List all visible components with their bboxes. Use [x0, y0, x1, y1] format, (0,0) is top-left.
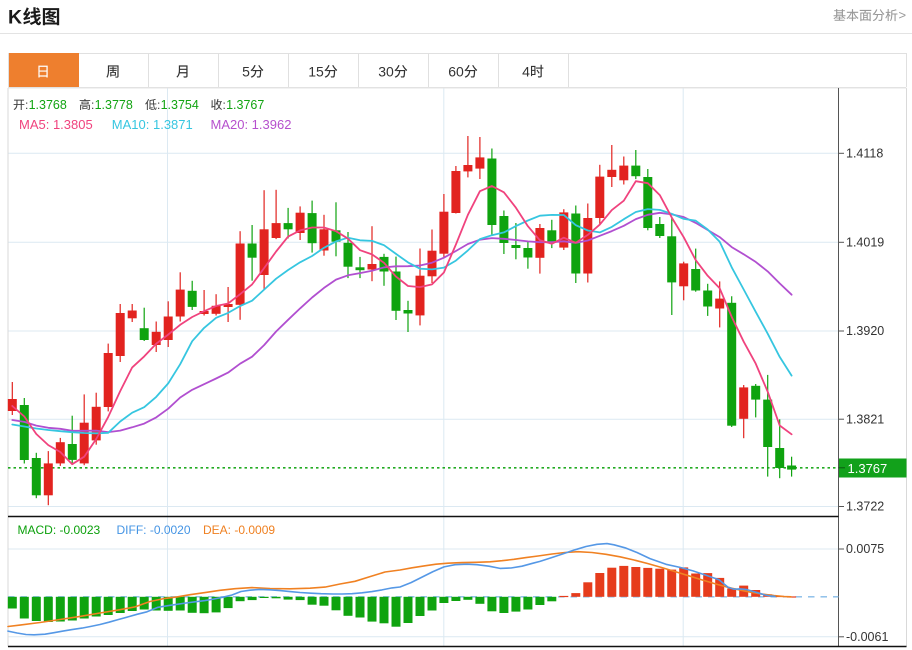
svg-text::: : — [157, 98, 160, 112]
svg-text:0.0075: 0.0075 — [846, 542, 884, 556]
svg-text::: : — [223, 98, 226, 112]
svg-text:1.3722: 1.3722 — [846, 500, 884, 514]
svg-text:1.3920: 1.3920 — [846, 324, 884, 338]
svg-text:30: 30 — [378, 64, 394, 80]
svg-text:K: K — [8, 7, 22, 29]
svg-text:1.3754: 1.3754 — [161, 98, 199, 112]
svg-text::: : — [91, 98, 94, 112]
svg-text:4: 4 — [522, 64, 530, 80]
svg-text:1.3778: 1.3778 — [95, 98, 133, 112]
svg-text:-0.0061: -0.0061 — [846, 630, 888, 644]
svg-text:1.4019: 1.4019 — [846, 236, 884, 250]
svg-text:60: 60 — [448, 64, 464, 80]
svg-text:1.3767: 1.3767 — [848, 461, 888, 476]
svg-text:1.3821: 1.3821 — [846, 412, 884, 426]
svg-text:1.4118: 1.4118 — [846, 147, 883, 161]
svg-text:1.3768: 1.3768 — [29, 98, 67, 112]
svg-text:>: > — [899, 8, 907, 23]
svg-text:5: 5 — [242, 64, 250, 80]
svg-text:1.3767: 1.3767 — [226, 98, 264, 112]
svg-text:15: 15 — [308, 64, 324, 80]
svg-text::: : — [25, 98, 28, 112]
